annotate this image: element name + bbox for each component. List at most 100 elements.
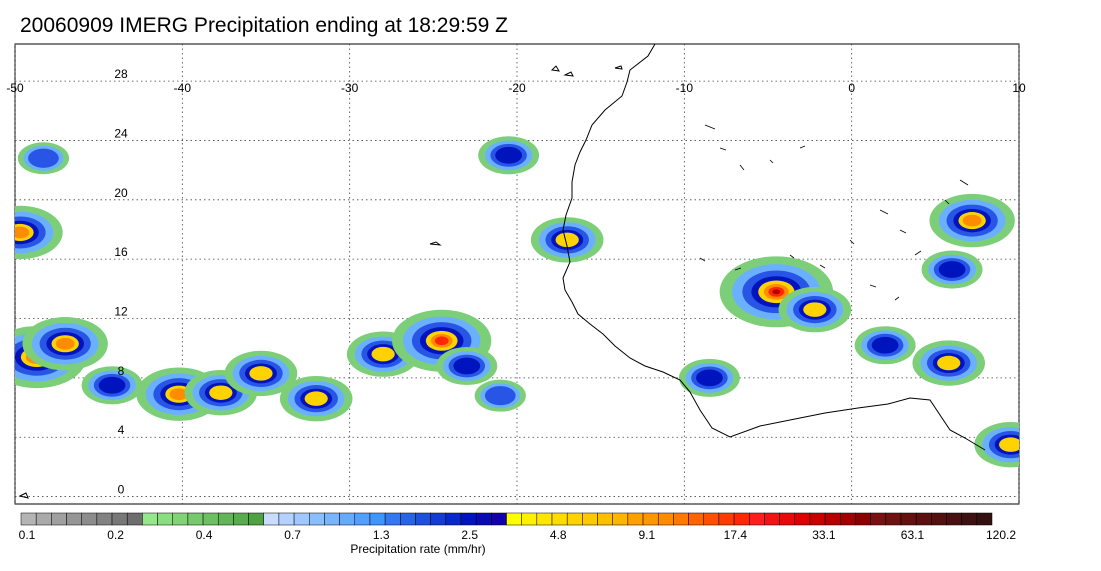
precip-cell (474, 379, 526, 412)
colorbar-swatch (582, 512, 598, 526)
colorbar-swatch (688, 512, 704, 526)
colorbar-swatch (96, 512, 113, 526)
precip-cell (279, 375, 353, 422)
precip-cell (478, 136, 540, 175)
lat-tick-label: 24 (114, 126, 128, 140)
colorbar-swatch (809, 512, 826, 526)
colorbar-tick-label: 0.1 (19, 528, 36, 542)
colorbar-swatches (20, 512, 993, 526)
precip-contour (15, 226, 30, 239)
precip-cell (436, 346, 498, 386)
colorbar-tick-label: 9.1 (638, 528, 655, 542)
colorbar-swatch (749, 512, 765, 526)
colorbar-swatch (946, 512, 962, 526)
coast-islands (18, 65, 623, 499)
colorbar-swatch (597, 512, 613, 526)
colorbar-swatch (718, 512, 735, 526)
colorbar-swatch (324, 512, 340, 526)
colorbar-swatch (870, 512, 887, 526)
colorbar-swatch (400, 512, 416, 526)
lon-tick-label: -40 (174, 81, 192, 95)
precip-contour (453, 357, 481, 375)
lat-tick-label: 28 (114, 67, 128, 81)
map-title: 20060909 IMERG Precipitation ending at 1… (20, 14, 508, 37)
colorbar-swatch (612, 512, 629, 526)
colorbar-swatch (445, 512, 462, 526)
colorbar-swatch (369, 512, 386, 526)
colorbar-tick-label: 1.3 (373, 528, 390, 542)
colorbar-swatch (627, 512, 644, 526)
colorbar-swatch (248, 512, 264, 526)
precip-cell (17, 142, 70, 175)
precip-cell (224, 350, 298, 397)
colorbar-swatch (642, 512, 659, 526)
lon-tick-label: -20 (508, 81, 526, 95)
colorbar-tick-labels: 0.1 0.2 0.4 0.7 1.3 2.5 4.8 9.1 17.4 33.1 63.1 120.… (19, 528, 1017, 542)
colorbar-swatch (233, 512, 249, 526)
colorbar-swatch (81, 512, 98, 526)
precip-contour (937, 355, 961, 371)
precip-contour (803, 302, 827, 317)
colorbar-swatch (309, 512, 325, 526)
colorbar-swatch (491, 512, 507, 526)
colorbar-swatch (278, 512, 295, 526)
colorbar-swatch (976, 512, 993, 526)
colorbar-swatch (430, 512, 447, 526)
coastline (18, 44, 986, 499)
colorbar-swatch (551, 512, 568, 526)
colorbar-swatch (506, 512, 522, 526)
colorbar-swatch (202, 512, 219, 526)
colorbar-swatch (703, 512, 720, 526)
colorbar-swatch (794, 512, 811, 526)
precip-cell (912, 340, 986, 386)
colorbar-tick-label: 0.7 (284, 528, 301, 542)
precip-contour (371, 346, 395, 362)
colorbar-swatch (187, 512, 204, 526)
colorbar-swatch (764, 512, 780, 526)
precip-contour (434, 336, 449, 346)
colorbar-swatch (460, 512, 477, 526)
lat-tick-label: 4 (118, 423, 125, 437)
colorbar-swatch (293, 512, 310, 526)
colorbar-swatch (157, 512, 173, 526)
colorbar-swatch (915, 512, 932, 526)
lon-tick-label: 0 (848, 81, 855, 95)
precip-contour (304, 391, 328, 406)
colorbar-swatch (961, 512, 978, 526)
colorbar-swatch (354, 512, 371, 526)
colorbar-swatch (263, 512, 280, 526)
colorbar-swatch (35, 512, 52, 526)
latitude-labels: 28 24 20 16 12 8 4 0 (114, 67, 128, 496)
colorbar-label: Precipitation rate (mm/hr) (350, 542, 485, 556)
precip-contour (999, 437, 1019, 452)
precip-contour (962, 214, 982, 227)
colorbar-tick-label: 120.2 (986, 528, 1016, 542)
colorbar-swatch (885, 512, 902, 526)
colorbar-swatch (172, 512, 189, 526)
lat-tick-label: 12 (114, 305, 128, 319)
precip-cell (778, 286, 852, 333)
colorbar-tick-label: 0.4 (196, 528, 213, 542)
colorbar-swatch (111, 512, 128, 526)
colorbar-tick-label: 4.8 (550, 528, 567, 542)
precip-cell (530, 217, 604, 263)
colorbar-swatch (51, 512, 67, 526)
precip-cell (678, 358, 740, 397)
precip-contour (871, 336, 899, 354)
colorbar-swatch (673, 512, 689, 526)
lon-tick-label: 10 (1012, 81, 1026, 95)
precip-cell (81, 366, 143, 405)
precip-cell (854, 326, 916, 365)
precip-contour (938, 261, 966, 278)
precip-contour (772, 289, 781, 295)
colorbar-swatch (536, 512, 553, 526)
colorbar-swatch (931, 512, 947, 526)
colorbar-swatch (566, 512, 583, 526)
colorbar-tick-label: 0.2 (107, 528, 124, 542)
lat-tick-label: 8 (118, 364, 125, 378)
colorbar-swatch (475, 512, 492, 526)
colorbar-swatch (339, 512, 356, 526)
precip-cell (22, 317, 108, 371)
precip-contour (55, 337, 75, 350)
